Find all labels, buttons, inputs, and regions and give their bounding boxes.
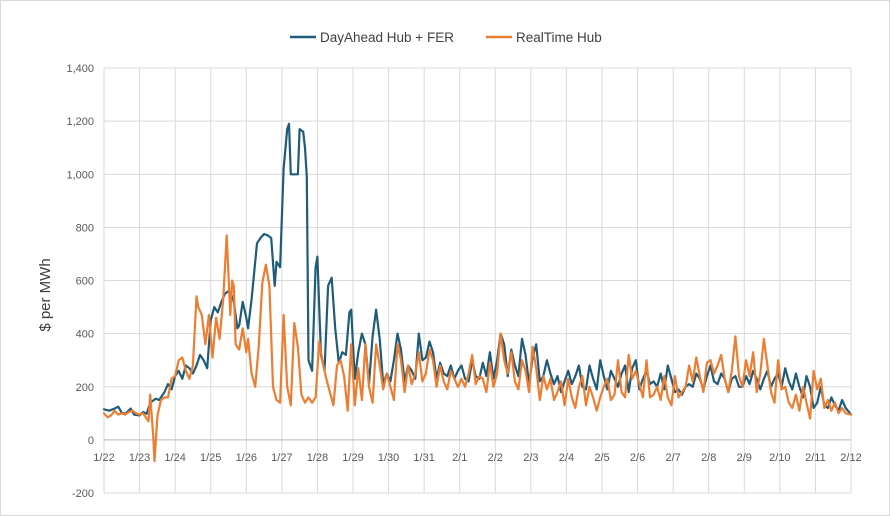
y-tick-label: 0 <box>88 435 94 447</box>
x-tick-label: 2/1 <box>452 452 467 464</box>
y-axis-tick-labels: -200 0 200 400 600 800 1,000 1,200 1,400 <box>66 63 94 500</box>
y-tick-label: 1,000 <box>66 169 94 181</box>
y-axis-title: $ per MWh <box>37 258 54 331</box>
x-tick-label: 1/31 <box>413 452 434 464</box>
x-tick-label: 2/12 <box>840 452 861 464</box>
x-tick-label: 2/6 <box>630 452 645 464</box>
y-tick-label: 600 <box>76 276 94 288</box>
x-tick-label: 2/9 <box>737 452 752 464</box>
y-tick-label: 400 <box>76 329 94 341</box>
x-tick-label: 1/27 <box>271 452 292 464</box>
x-tick-label: 2/5 <box>594 452 609 464</box>
x-tick-label: 1/28 <box>307 452 328 464</box>
x-tick-label: 1/24 <box>164 452 185 464</box>
x-axis-tick-labels: 1/22 1/23 1/24 1/25 1/26 1/27 1/28 1/29 1/30 1/31… <box>93 452 861 464</box>
legend-label-realtime: RealTime Hub <box>516 30 602 45</box>
x-tick-label: 2/3 <box>523 452 538 464</box>
x-tick-label: 1/29 <box>342 452 363 464</box>
x-tick-label: 2/4 <box>559 452 574 464</box>
legend: DayAhead Hub + FER RealTime Hub <box>290 30 602 45</box>
x-tick-label: 1/26 <box>236 452 257 464</box>
y-tick-label: 800 <box>76 222 94 234</box>
x-tick-label: 1/22 <box>93 452 114 464</box>
series-line-realtime <box>102 234 853 463</box>
y-tick-label: 200 <box>76 382 94 394</box>
x-tick-label: 1/23 <box>129 452 150 464</box>
grid <box>103 67 852 494</box>
y-tick-label: 1,200 <box>66 116 94 128</box>
x-tick-label: 1/25 <box>200 452 221 464</box>
x-tick-label: 2/7 <box>665 452 680 464</box>
x-tick-label: 2/8 <box>701 452 716 464</box>
x-tick-label: 2/10 <box>769 452 790 464</box>
series-group <box>102 122 853 463</box>
series-line-dayahead <box>102 122 853 417</box>
x-tick-label: 1/30 <box>378 452 399 464</box>
y-tick-label: -200 <box>72 488 94 500</box>
x-tick-label: 2/11 <box>805 452 826 464</box>
y-tick-label: 1,400 <box>66 63 94 75</box>
x-tick-label: 2/2 <box>488 452 503 464</box>
legend-label-dayahead: DayAhead Hub + FER <box>320 30 454 45</box>
